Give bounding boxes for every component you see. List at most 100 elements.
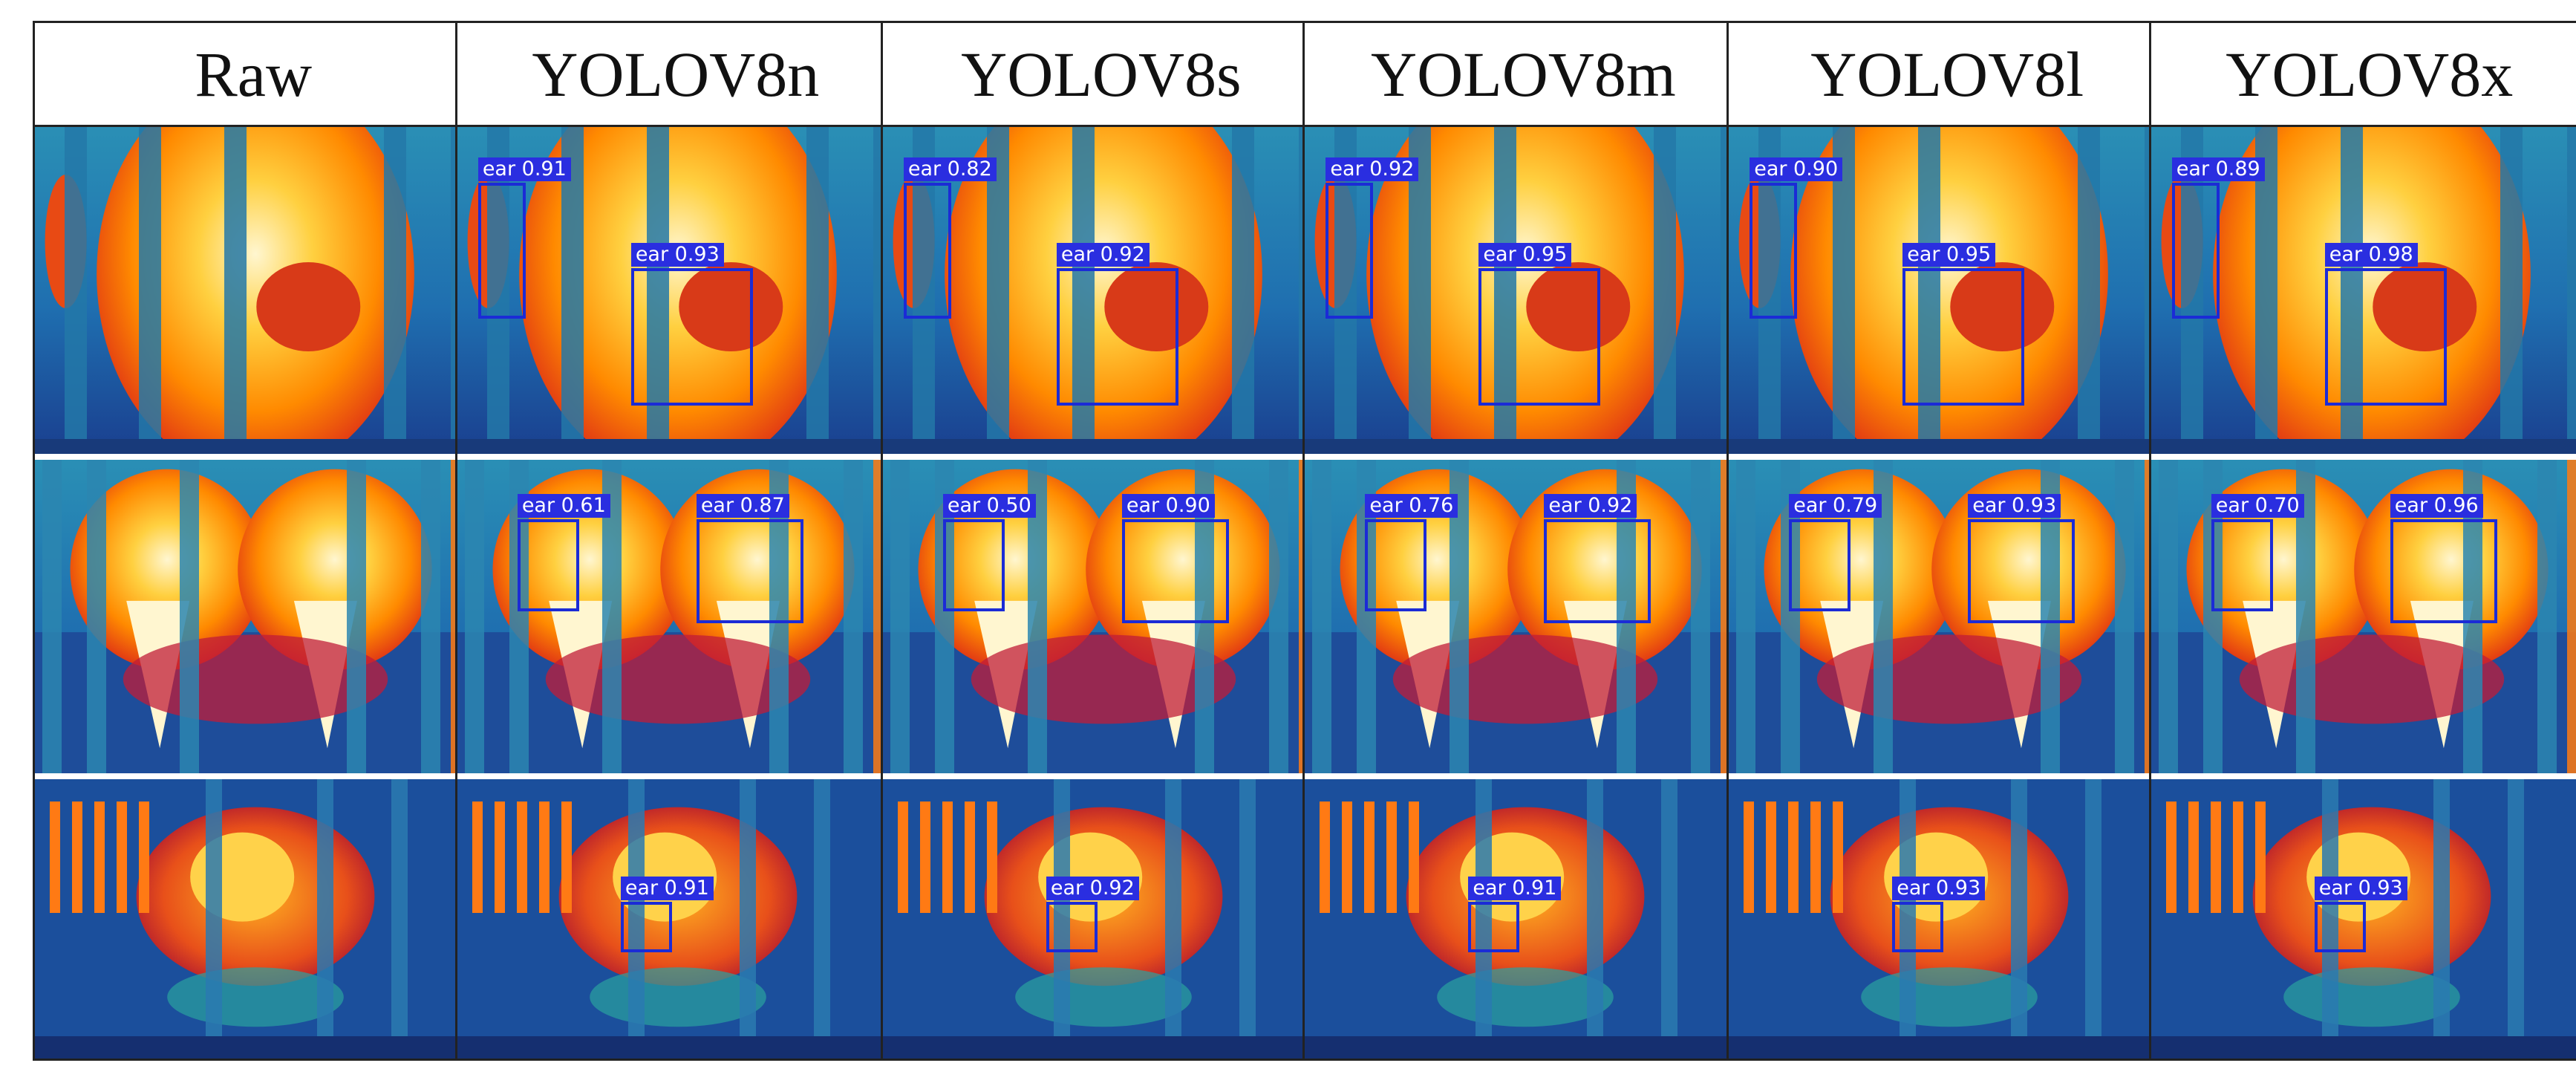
thermal-image-row-2: ear 0.70 ear 0.96 [2151, 460, 2576, 773]
column-title: YOLOV8m [1305, 23, 1742, 127]
ear-detection-label: ear 0.92 [1326, 157, 1419, 181]
ear-detection-label: ear 0.98 [2324, 243, 2418, 267]
ear-detection-label: ear 0.90 [1121, 494, 1215, 518]
thermal-image [1729, 127, 2166, 454]
ear-detection-label: ear 0.92 [1056, 243, 1150, 267]
row-separator [2151, 773, 2576, 779]
thermal-image-row-3: ear 0.93 [1729, 779, 2166, 1059]
ear-detection-box [1478, 268, 1601, 406]
ear-detection-box [1468, 902, 1520, 952]
column-title: YOLOV8x [2151, 23, 2576, 127]
column-title: Raw [35, 23, 472, 127]
ear-detection-label: ear 0.95 [1478, 243, 1572, 267]
thermal-image-row-3 [35, 779, 472, 1059]
thermal-image [35, 127, 472, 454]
thermal-image-row-2 [35, 460, 472, 773]
row-separator [35, 773, 472, 779]
ear-detection-label: ear 0.82 [903, 157, 997, 181]
ear-detection-label: ear 0.76 [1365, 494, 1458, 518]
ear-detection-label: ear 0.87 [696, 494, 789, 518]
ear-detection-label: ear 0.93 [1968, 494, 2061, 518]
thermal-image-row-1: ear 0.92 ear 0.95 [1305, 127, 1742, 454]
row-separator [1729, 773, 2166, 779]
ear-detection-label: ear 0.93 [1892, 877, 1986, 900]
thermal-image-row-1: ear 0.89 ear 0.98 [2151, 127, 2576, 454]
ear-detection-box [1365, 519, 1427, 611]
row-separator [1305, 454, 1742, 460]
column-yolov8x: YOLOV8x ear 0.89 ear 0.98 ear 0.70 ear 0.96 e… [2148, 21, 2576, 1061]
row-separator [1305, 773, 1742, 779]
ear-detection-label: ear 0.90 [1750, 157, 1843, 181]
thermal-image-row-1: ear 0.82 ear 0.92 [882, 127, 1320, 454]
row-separator [1729, 454, 2166, 460]
ear-detection-label: ear 0.91 [477, 157, 571, 181]
row-separator [35, 454, 472, 460]
thermal-image-row-1 [35, 127, 472, 454]
column-title: YOLOV8l [1729, 23, 2166, 127]
thermal-image [35, 460, 472, 773]
ear-detection-label: ear 0.93 [2314, 877, 2407, 900]
ear-detection-label: ear 0.91 [1468, 877, 1562, 900]
ear-detection-label: ear 0.89 [2171, 157, 2265, 181]
ear-detection-label: ear 0.93 [630, 243, 724, 267]
ear-detection-label: ear 0.92 [1544, 494, 1637, 518]
column-title: YOLOV8n [457, 23, 894, 127]
row-separator [457, 454, 894, 460]
thermal-image-row-3: ear 0.93 [2151, 779, 2576, 1059]
ear-detection-box [630, 268, 753, 406]
ear-detection-box [942, 519, 1005, 611]
ear-detection-box [696, 519, 803, 623]
ear-detection-box [620, 902, 672, 952]
thermal-image-row-2: ear 0.61 ear 0.87 [457, 460, 894, 773]
ear-detection-box [517, 519, 579, 611]
thermal-image-row-2: ear 0.76 ear 0.92 [1305, 460, 1742, 773]
ear-detection-box [1968, 519, 2076, 623]
column-yolov8l: YOLOV8l ear 0.90 ear 0.95 ear 0.79 ear 0.93 e… [1726, 21, 2168, 1061]
column-yolov8s: YOLOV8s ear 0.82 ear 0.92 ear 0.50 ear 0.90 e… [880, 21, 1322, 1061]
column-title: YOLOV8s [882, 23, 1320, 127]
thermal-image-row-1: ear 0.91 ear 0.93 [457, 127, 894, 454]
ear-detection-box [1789, 519, 1851, 611]
ear-detection-box [1121, 519, 1229, 623]
thermal-image [1729, 460, 2166, 773]
ear-detection-box [1056, 268, 1178, 406]
ear-detection-box [1326, 183, 1374, 319]
column-yolov8n: YOLOV8n ear 0.91 ear 0.93 ear 0.61 ear 0.87 e… [454, 21, 896, 1061]
ear-detection-box [2314, 902, 2366, 952]
ear-detection-box [1046, 902, 1098, 952]
ear-detection-box [2171, 183, 2220, 319]
row-separator [2151, 454, 2576, 460]
ear-detection-label: ear 0.96 [2390, 494, 2483, 518]
thermal-image [1305, 127, 1742, 454]
ear-detection-box [2211, 519, 2273, 611]
ear-detection-box [1902, 268, 2025, 406]
thermal-image [882, 779, 1320, 1059]
row-separator [882, 454, 1320, 460]
ear-detection-box [2390, 519, 2497, 623]
thermal-image-row-1: ear 0.90 ear 0.95 [1729, 127, 2166, 454]
ear-detection-label: ear 0.91 [620, 877, 714, 900]
thermal-image [1729, 779, 2166, 1059]
thermal-image-row-3: ear 0.91 [1305, 779, 1742, 1059]
thermal-image-row-3: ear 0.92 [882, 779, 1320, 1059]
thermal-image [35, 779, 472, 1059]
ear-detection-label: ear 0.92 [1046, 877, 1139, 900]
thermal-image [457, 779, 894, 1059]
ear-detection-label: ear 0.61 [517, 494, 610, 518]
row-separator [882, 773, 1320, 779]
column-raw: Raw [33, 21, 475, 1061]
ear-detection-box [477, 183, 526, 319]
row-separator [457, 773, 894, 779]
ear-detection-label: ear 0.79 [1789, 494, 1882, 518]
ear-detection-box [1892, 902, 1944, 952]
thermal-image-row-2: ear 0.79 ear 0.93 [1729, 460, 2166, 773]
thermal-image [882, 127, 1320, 454]
column-yolov8m: YOLOV8m ear 0.92 ear 0.95 ear 0.76 ear 0.92 e… [1302, 21, 1744, 1061]
ear-detection-box [1750, 183, 1798, 319]
thermal-image-row-3: ear 0.91 [457, 779, 894, 1059]
ear-detection-box [1544, 519, 1651, 623]
ear-detection-box [2324, 268, 2447, 406]
ear-detection-label: ear 0.95 [1902, 243, 1996, 267]
thermal-image [457, 127, 894, 454]
ear-detection-label: ear 0.50 [942, 494, 1036, 518]
